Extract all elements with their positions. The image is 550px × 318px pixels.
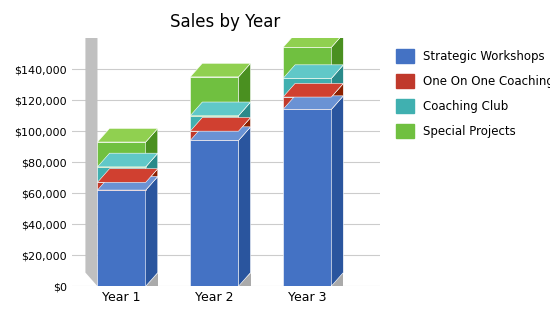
Polygon shape — [190, 131, 239, 141]
Polygon shape — [146, 128, 158, 167]
Polygon shape — [190, 273, 251, 286]
Polygon shape — [190, 127, 251, 141]
Polygon shape — [97, 153, 158, 167]
Polygon shape — [239, 273, 251, 286]
Polygon shape — [239, 63, 251, 116]
Polygon shape — [146, 273, 158, 286]
Polygon shape — [97, 128, 158, 142]
Polygon shape — [331, 34, 343, 79]
Polygon shape — [97, 142, 146, 167]
Polygon shape — [283, 34, 343, 47]
Polygon shape — [283, 79, 331, 97]
Polygon shape — [146, 153, 158, 182]
Polygon shape — [97, 169, 158, 182]
Polygon shape — [239, 118, 251, 141]
Polygon shape — [283, 97, 331, 109]
Polygon shape — [97, 176, 158, 190]
Polygon shape — [283, 109, 331, 286]
Polygon shape — [331, 65, 343, 97]
Polygon shape — [331, 83, 343, 109]
Title: Sales by Year: Sales by Year — [170, 13, 280, 31]
Polygon shape — [239, 127, 251, 286]
Polygon shape — [85, 24, 97, 286]
Polygon shape — [190, 116, 239, 131]
Polygon shape — [190, 118, 251, 131]
Polygon shape — [283, 83, 343, 97]
Polygon shape — [283, 273, 343, 286]
Polygon shape — [97, 190, 146, 286]
Legend: Strategic Workshops, One On One Coaching, Coaching Club, Special Projects: Strategic Workshops, One On One Coaching… — [392, 44, 550, 143]
Polygon shape — [331, 273, 343, 286]
Polygon shape — [331, 96, 343, 286]
Polygon shape — [190, 141, 239, 286]
Polygon shape — [190, 77, 239, 116]
Polygon shape — [283, 96, 343, 109]
Polygon shape — [97, 167, 146, 182]
Polygon shape — [239, 102, 251, 131]
Polygon shape — [190, 102, 251, 116]
Polygon shape — [190, 63, 251, 77]
Polygon shape — [283, 47, 331, 79]
Polygon shape — [146, 169, 158, 190]
Polygon shape — [283, 65, 343, 79]
Polygon shape — [97, 273, 158, 286]
Polygon shape — [97, 182, 146, 190]
Polygon shape — [146, 176, 158, 286]
